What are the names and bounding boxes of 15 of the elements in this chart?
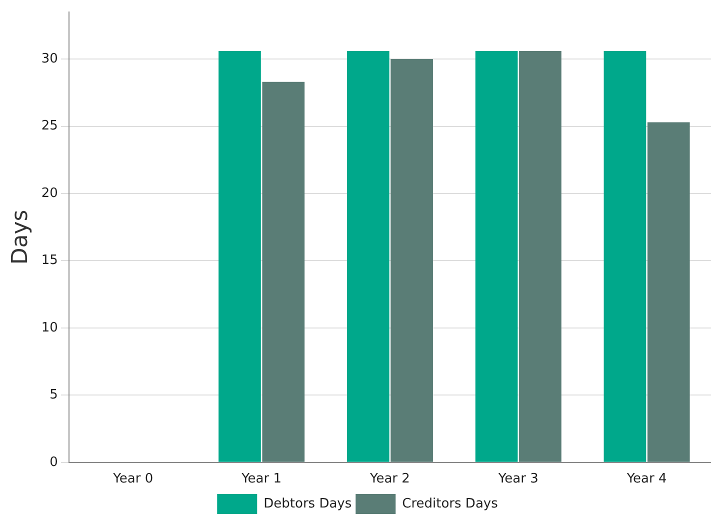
x-tick-label: Year 4 xyxy=(626,472,667,487)
y-tick-label: 25 xyxy=(41,118,58,134)
x-tick-label: Year 1 xyxy=(240,472,282,487)
y-tick-label: 15 xyxy=(41,253,58,268)
y-tick-label: 0 xyxy=(50,454,58,470)
y-tick-label: 30 xyxy=(41,51,58,66)
legend-label: Creditors Days xyxy=(402,496,498,512)
y-tick-label: 5 xyxy=(50,388,58,403)
x-tick-label: Year 0 xyxy=(112,472,154,487)
x-tick-label: Year 3 xyxy=(497,472,538,487)
y-axis-title: Days xyxy=(8,210,33,265)
y-tick-label: 10 xyxy=(41,320,58,336)
y-tick-label: 20 xyxy=(41,186,58,201)
x-tick-label: Year 2 xyxy=(369,472,410,487)
legend-label: Debtors Days xyxy=(264,496,352,512)
